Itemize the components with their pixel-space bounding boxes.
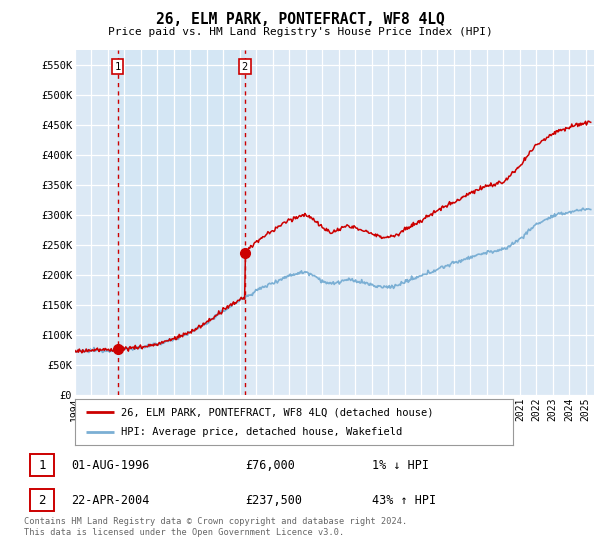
Text: HPI: Average price, detached house, Wakefield: HPI: Average price, detached house, Wake…: [121, 427, 402, 437]
Text: Contains HM Land Registry data © Crown copyright and database right 2024.
This d: Contains HM Land Registry data © Crown c…: [24, 517, 407, 537]
Text: 2: 2: [38, 493, 46, 507]
Text: £76,000: £76,000: [245, 459, 295, 472]
Text: 1: 1: [38, 459, 46, 472]
Text: 1% ↓ HPI: 1% ↓ HPI: [372, 459, 429, 472]
Text: 26, ELM PARK, PONTEFRACT, WF8 4LQ: 26, ELM PARK, PONTEFRACT, WF8 4LQ: [155, 12, 445, 27]
Text: 43% ↑ HPI: 43% ↑ HPI: [372, 493, 436, 507]
Text: £237,500: £237,500: [245, 493, 302, 507]
Text: 26, ELM PARK, PONTEFRACT, WF8 4LQ (detached house): 26, ELM PARK, PONTEFRACT, WF8 4LQ (detac…: [121, 407, 433, 417]
Text: Price paid vs. HM Land Registry's House Price Index (HPI): Price paid vs. HM Land Registry's House …: [107, 27, 493, 37]
Text: 22-APR-2004: 22-APR-2004: [71, 493, 149, 507]
FancyBboxPatch shape: [29, 455, 55, 476]
Bar: [118, 50, 245, 395]
FancyBboxPatch shape: [29, 489, 55, 511]
Text: 2: 2: [242, 62, 248, 72]
Text: 1: 1: [115, 62, 121, 72]
Text: 01-AUG-1996: 01-AUG-1996: [71, 459, 149, 472]
